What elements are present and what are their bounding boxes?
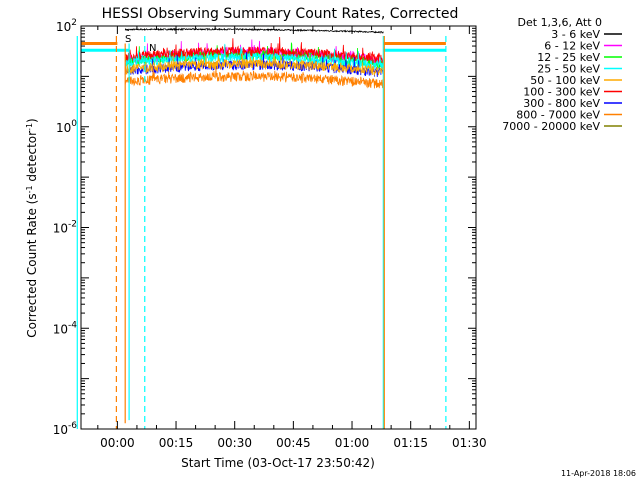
y-tick-label: 10-6: [53, 421, 78, 437]
plot-area: [76, 27, 447, 429]
series-line-lead: [125, 29, 130, 32]
x-tick-label: 01:15: [393, 436, 428, 450]
y-tick-label: 10-2: [53, 220, 77, 236]
y-tick-base: 10: [53, 423, 68, 437]
x-tick-label: 00:30: [217, 436, 252, 450]
y-tick-exponent: 2: [71, 18, 77, 28]
y-tick-label: 102: [56, 18, 77, 34]
legend-label-2: 12 - 25 keV: [537, 51, 600, 64]
y-tick-exponent: -6: [68, 421, 77, 431]
x-axis: 00:00 00:15 00:30 00:45 01:00 01:15 01:30: [97, 26, 487, 450]
x-tick-label: 00:45: [276, 436, 311, 450]
y-tick-exponent: 0: [71, 119, 77, 129]
y-tick-base: 10: [53, 222, 68, 236]
x-axis-label: Start Time (03-Oct-17 23:50:42): [181, 456, 375, 470]
y-tick-label: 10-4: [53, 320, 78, 336]
y-tick-label: 100: [56, 119, 77, 135]
legend-label-4: 50 - 100 keV: [530, 74, 600, 87]
x-tick-label: 00:00: [100, 436, 135, 450]
flag-n-label: N: [149, 43, 156, 54]
series-line-5: [124, 37, 384, 64]
legend-title: Det 1,3,6, Att 0: [518, 16, 602, 29]
legend-label-6: 300 - 800 keV: [523, 97, 600, 110]
chart-title: HESSI Observing Summary Count Rates, Cor…: [102, 6, 459, 22]
y-tick-exponent: -2: [68, 220, 77, 230]
x-tick-label: 00:15: [159, 436, 194, 450]
flag-s-label: S: [125, 34, 131, 45]
y-tick-base: 10: [56, 20, 71, 34]
legend-label-3: 25 - 50 keV: [537, 63, 600, 76]
x-tick-label: 01:00: [335, 436, 370, 450]
y-tick-base: 10: [56, 121, 71, 135]
legend-label-0: 3 - 6 keV: [551, 28, 600, 41]
y-tick-exponent: -4: [68, 320, 77, 330]
legend-label-7: 800 - 7000 keV: [516, 109, 600, 122]
legend-label-1: 6 - 12 keV: [544, 40, 600, 53]
legend-label-8: 7000 - 20000 keV: [502, 120, 600, 133]
date-stamp: 11-Apr-2018 18:06: [561, 469, 636, 478]
series-line-4: [124, 53, 384, 77]
y-axis-label: Corrected Count Rate (s-1 detector-1): [25, 118, 39, 337]
legend-label-5: 100 - 300 keV: [523, 86, 600, 99]
series-line-7: [124, 66, 384, 89]
y-tick-base: 10: [53, 322, 68, 336]
x-tick-label: 01:30: [452, 436, 487, 450]
